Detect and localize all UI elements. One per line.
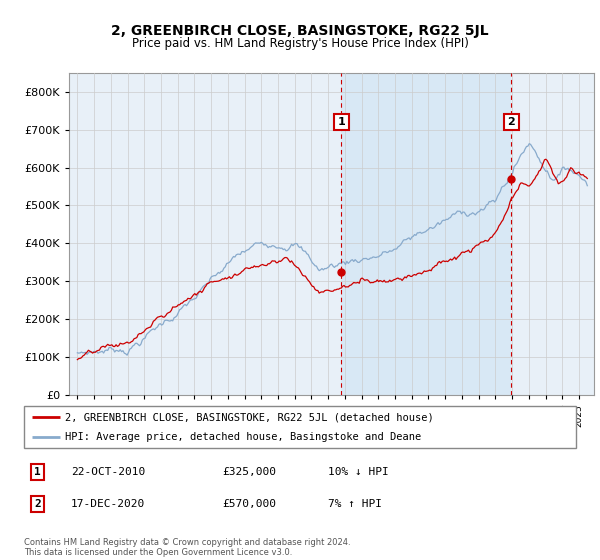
Text: 2, GREENBIRCH CLOSE, BASINGSTOKE, RG22 5JL (detached house): 2, GREENBIRCH CLOSE, BASINGSTOKE, RG22 5… <box>65 412 434 422</box>
FancyBboxPatch shape <box>24 406 576 448</box>
Text: £570,000: £570,000 <box>223 499 277 509</box>
Text: 1: 1 <box>34 466 41 477</box>
Text: 2, GREENBIRCH CLOSE, BASINGSTOKE, RG22 5JL: 2, GREENBIRCH CLOSE, BASINGSTOKE, RG22 5… <box>111 24 489 38</box>
Text: 2: 2 <box>34 499 41 509</box>
Text: 7% ↑ HPI: 7% ↑ HPI <box>328 499 382 509</box>
Bar <box>341 73 511 395</box>
Text: 22-OCT-2010: 22-OCT-2010 <box>71 466 145 477</box>
Text: 1: 1 <box>337 117 345 127</box>
Text: £325,000: £325,000 <box>223 466 277 477</box>
Text: Contains HM Land Registry data © Crown copyright and database right 2024.
This d: Contains HM Land Registry data © Crown c… <box>24 538 350 557</box>
Text: 17-DEC-2020: 17-DEC-2020 <box>71 499 145 509</box>
Text: 2: 2 <box>508 117 515 127</box>
Text: HPI: Average price, detached house, Basingstoke and Deane: HPI: Average price, detached house, Basi… <box>65 432 422 442</box>
Text: 10% ↓ HPI: 10% ↓ HPI <box>328 466 388 477</box>
Text: Price paid vs. HM Land Registry's House Price Index (HPI): Price paid vs. HM Land Registry's House … <box>131 37 469 50</box>
